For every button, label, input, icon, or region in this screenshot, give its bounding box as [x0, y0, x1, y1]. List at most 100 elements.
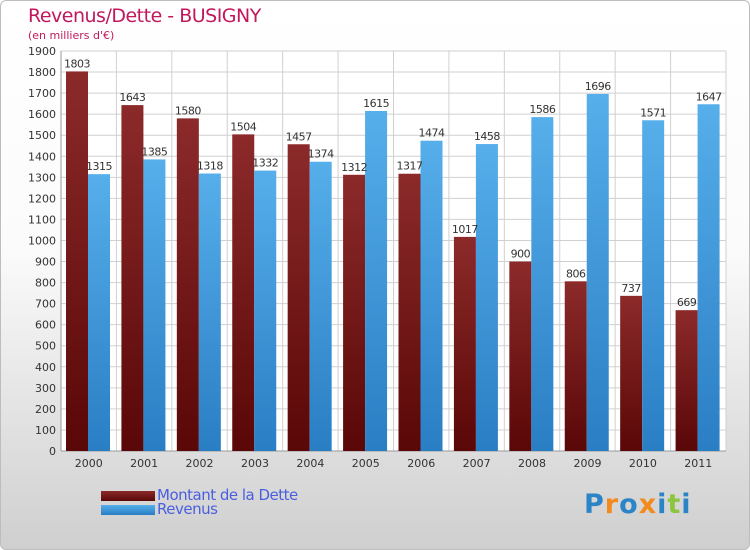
proxiti-logo: Proxiti	[584, 489, 692, 520]
x-tick-label: 2010	[629, 457, 657, 470]
chart-subtitle: (en milliers d'€)	[28, 29, 115, 42]
bar-revenue	[642, 120, 665, 452]
logo-letter: t	[667, 489, 682, 520]
y-tick-label: 1700	[28, 87, 56, 100]
logo-letter: P	[584, 489, 605, 520]
y-tick-label: 500	[35, 340, 56, 353]
bar-layer	[66, 71, 720, 452]
bar-revenue	[420, 140, 443, 451]
y-tick-label: 1600	[28, 108, 56, 121]
x-tick-label: 2009	[573, 457, 601, 470]
legend-label-debt: Montant de la Dette	[157, 486, 298, 504]
chart-title: Revenus/Dette - BUSIGNY	[28, 5, 261, 27]
bar-debt	[66, 71, 88, 451]
y-tick-label: 0	[49, 445, 56, 458]
bar-debt	[675, 310, 698, 451]
y-tick-label: 400	[35, 361, 56, 374]
y-tick-label: 1100	[28, 213, 56, 226]
y-tick-label: 1000	[28, 234, 56, 247]
bar-debt	[398, 173, 421, 451]
data-label-revenue: 1374	[308, 148, 334, 161]
y-tick-label: 300	[35, 382, 56, 395]
y-tick-label: 200	[35, 403, 56, 416]
x-tick-label: 2001	[130, 457, 158, 470]
data-label-revenue: 1586	[529, 103, 555, 116]
data-label-debt: 1017	[452, 223, 478, 236]
bar-revenue	[697, 104, 720, 452]
y-tick-label: 1800	[28, 66, 56, 79]
label-layer: 1803 1315 1643 1385 1580 1318 1504 1332 1457 1374…	[64, 57, 723, 309]
data-label-debt: 1457	[286, 130, 312, 143]
logo-letter: i	[681, 489, 692, 520]
data-label-revenue: 1315	[86, 160, 112, 173]
y-tick-label: 700	[35, 298, 56, 311]
data-label-debt: 737	[621, 282, 641, 295]
bar-debt	[343, 174, 366, 451]
data-label-revenue: 1615	[363, 97, 389, 110]
bar-debt	[620, 295, 643, 451]
data-label-revenue: 1571	[640, 106, 666, 119]
x-tick-label: 2002	[186, 457, 214, 470]
data-label-revenue: 1458	[474, 130, 500, 143]
x-tick-label: 2006	[407, 457, 435, 470]
y-tick-label: 800	[35, 277, 56, 290]
x-tick-label: 2007	[463, 457, 491, 470]
bar-debt	[232, 134, 255, 452]
bar-debt	[121, 105, 144, 452]
bar-debt	[509, 261, 532, 451]
legend-swatch-revenue	[101, 505, 155, 515]
x-tick-label: 2003	[241, 457, 269, 470]
legend-label-revenue: Revenus	[157, 500, 218, 518]
bar-revenue	[475, 144, 498, 452]
bar-revenue	[531, 117, 554, 452]
axis-layer: 0 100 200 300 400 500 600 700 800 900 1000 1100 1200…	[28, 45, 726, 470]
bar-debt	[564, 281, 587, 451]
y-tick-label: 1500	[28, 129, 56, 142]
bar-revenue	[143, 159, 166, 451]
bar-revenue	[309, 161, 332, 451]
y-tick-label: 1200	[28, 192, 56, 205]
x-tick-label: 2000	[75, 457, 103, 470]
data-label-debt: 1504	[230, 120, 256, 133]
data-label-debt: 806	[566, 267, 586, 280]
data-label-debt: 1643	[119, 91, 145, 104]
bar-revenue	[198, 173, 221, 452]
y-tick-label: 900	[35, 256, 56, 269]
data-label-revenue: 1332	[252, 157, 278, 170]
data-label-debt: 1803	[64, 57, 90, 70]
x-tick-label: 2011	[684, 457, 712, 470]
data-label-debt: 1312	[341, 161, 367, 174]
logo-letter: i	[657, 489, 668, 520]
bar-debt	[287, 144, 310, 451]
x-tick-label: 2005	[352, 457, 380, 470]
data-label-revenue: 1647	[696, 90, 722, 103]
y-tick-label: 1300	[28, 171, 56, 184]
y-tick-label: 600	[35, 319, 56, 332]
bar-revenue	[586, 93, 609, 452]
bar-debt	[176, 118, 199, 452]
x-tick-label: 2008	[518, 457, 546, 470]
y-tick-label: 1900	[28, 45, 56, 58]
logo-letter: r	[604, 489, 620, 520]
data-label-revenue: 1474	[419, 127, 445, 140]
bar-debt	[453, 236, 476, 451]
data-label-debt: 1580	[175, 104, 201, 117]
legend-swatch-debt	[101, 491, 155, 501]
data-label-revenue: 1696	[585, 80, 611, 93]
logo-letter: x	[638, 489, 658, 520]
y-tick-label: 1400	[28, 150, 56, 163]
bar-revenue	[365, 111, 388, 451]
grid-layer	[60, 50, 727, 452]
data-label-debt: 669	[677, 296, 697, 309]
data-label-debt: 900	[511, 248, 531, 261]
x-tick-label: 2004	[296, 457, 324, 470]
bar-revenue	[88, 174, 110, 451]
data-label-revenue: 1318	[197, 160, 223, 173]
bar-revenue	[254, 170, 277, 451]
y-tick-label: 100	[35, 424, 56, 437]
logo-letter: o	[619, 489, 639, 520]
data-label-revenue: 1385	[141, 145, 167, 158]
data-label-debt: 1317	[397, 160, 423, 173]
